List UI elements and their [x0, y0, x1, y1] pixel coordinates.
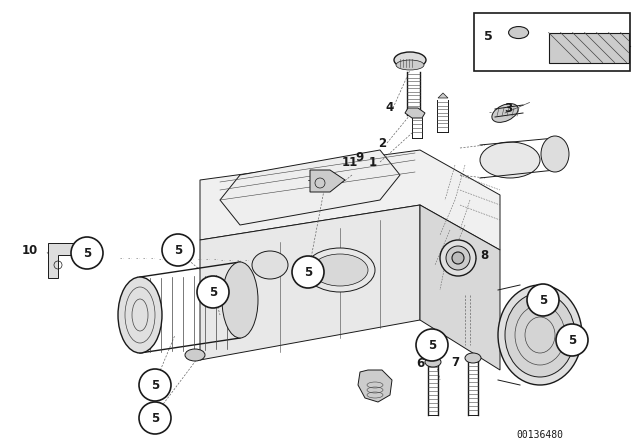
Polygon shape [358, 370, 392, 402]
Text: 3: 3 [504, 102, 512, 115]
Ellipse shape [396, 60, 424, 70]
Bar [548, 33, 628, 63]
Ellipse shape [118, 277, 162, 353]
Text: 5: 5 [83, 246, 91, 259]
Ellipse shape [465, 353, 481, 363]
Text: 00136480: 00136480 [516, 430, 563, 440]
Ellipse shape [222, 262, 258, 338]
Ellipse shape [312, 254, 368, 286]
Polygon shape [420, 205, 500, 370]
Text: 4: 4 [386, 100, 394, 113]
Polygon shape [438, 93, 448, 98]
Circle shape [71, 237, 103, 269]
Polygon shape [220, 150, 400, 225]
Text: 5: 5 [539, 293, 547, 306]
Circle shape [446, 246, 470, 270]
Polygon shape [310, 170, 345, 192]
Ellipse shape [498, 285, 582, 385]
Ellipse shape [505, 293, 575, 377]
Text: 5: 5 [484, 30, 493, 43]
Ellipse shape [185, 349, 205, 361]
Circle shape [440, 240, 476, 276]
Ellipse shape [394, 52, 426, 68]
Text: 7: 7 [451, 356, 459, 369]
Text: 1: 1 [369, 155, 377, 168]
Ellipse shape [305, 248, 375, 292]
Text: 5: 5 [209, 285, 217, 298]
Text: 11: 11 [342, 155, 358, 168]
Text: 8: 8 [480, 249, 488, 262]
Text: 10: 10 [22, 244, 38, 257]
Circle shape [162, 234, 194, 266]
Circle shape [139, 369, 171, 401]
Ellipse shape [252, 251, 288, 279]
Text: 9: 9 [356, 151, 364, 164]
Circle shape [556, 324, 588, 356]
Polygon shape [405, 108, 425, 118]
Ellipse shape [492, 103, 518, 122]
Circle shape [527, 284, 559, 316]
Text: 5: 5 [568, 333, 576, 346]
Circle shape [197, 276, 229, 308]
Text: 5: 5 [174, 244, 182, 257]
Polygon shape [48, 243, 75, 278]
Text: 2: 2 [378, 137, 386, 150]
Ellipse shape [425, 357, 441, 367]
Text: 5: 5 [304, 266, 312, 279]
Circle shape [416, 329, 448, 361]
Ellipse shape [509, 26, 529, 39]
Circle shape [139, 402, 171, 434]
Ellipse shape [541, 136, 569, 172]
Ellipse shape [480, 142, 540, 178]
Circle shape [292, 256, 324, 288]
Text: 5: 5 [428, 339, 436, 352]
Text: 5: 5 [151, 412, 159, 425]
Circle shape [452, 252, 464, 264]
Text: 5: 5 [151, 379, 159, 392]
Bar [474, 13, 630, 71]
Polygon shape [200, 205, 420, 360]
Text: 6: 6 [416, 357, 424, 370]
Polygon shape [200, 150, 500, 250]
